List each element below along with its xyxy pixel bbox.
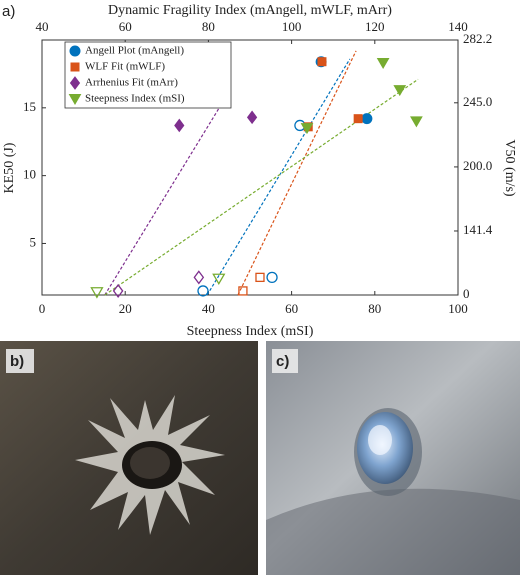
x2-tick-label: 140 <box>448 19 468 34</box>
y-tick-label: 10 <box>23 167 36 182</box>
point <box>300 123 314 135</box>
y2-tick-label: 200.0 <box>463 158 492 173</box>
fit-line <box>104 98 226 296</box>
panel-label: c) <box>276 353 289 370</box>
fit-line <box>206 58 351 296</box>
y2-tick-label: 282.2 <box>463 31 492 46</box>
legend-marker <box>70 62 80 72</box>
x2-tick-label: 40 <box>36 19 49 34</box>
plot-frame <box>41 39 459 296</box>
legend-label: Angell Plot (mAngell) <box>85 45 184 57</box>
point <box>353 114 363 124</box>
legend: Angell Plot (mAngell) WLF Fit (mWLF) Arrhe… <box>64 41 232 109</box>
photo-b <box>0 341 258 575</box>
legend-label: WLF Fit (mWLF) <box>85 61 165 73</box>
y-axis-label: KE50 (J) <box>2 142 17 193</box>
point <box>193 270 205 285</box>
x-tick-label: 80 <box>368 301 381 316</box>
legend-marker <box>69 45 81 57</box>
x2-tick-label: 120 <box>365 19 385 34</box>
legend-marker <box>69 76 81 90</box>
fit-line <box>237 50 357 296</box>
y-tick-label: 15 <box>23 99 36 114</box>
x-tick-label: 20 <box>119 301 132 316</box>
x-tick-label: 0 <box>39 301 46 316</box>
point <box>238 286 248 296</box>
x2-tick-label: 80 <box>202 19 215 34</box>
panel-label: a) <box>2 3 15 20</box>
x2-tick-label: 60 <box>119 19 132 34</box>
point <box>174 118 185 133</box>
legend-marker <box>68 94 82 105</box>
fit-line <box>104 78 419 296</box>
point <box>246 110 258 125</box>
point <box>255 272 265 283</box>
x-axis-label: Steepness Index (mSI) <box>187 324 314 339</box>
point <box>376 58 390 70</box>
point <box>112 283 124 299</box>
x-tick-label: 40 <box>202 301 215 316</box>
point <box>266 271 278 284</box>
panel-label: b) <box>10 353 24 370</box>
point <box>197 285 209 297</box>
y2-tick-label: 141.4 <box>463 222 493 237</box>
point <box>317 57 327 67</box>
point <box>361 113 373 125</box>
y2-axis-label: V50 (m/s) <box>502 139 517 197</box>
x-tick-label: 60 <box>285 301 298 316</box>
point <box>393 85 407 97</box>
legend-label: Steepness Index (mSI) <box>85 93 185 105</box>
x-tick-label: 100 <box>448 301 468 316</box>
x2-tick-label: 100 <box>282 19 302 34</box>
legend-box <box>64 41 232 109</box>
point <box>410 116 423 128</box>
y2-tick-label: 245.0 <box>463 94 492 109</box>
legend-label: Arrhenius Fit (mArr) <box>85 77 178 89</box>
x2-axis-label: Dynamic Fragility Index (mAngell, mWLF, … <box>108 3 392 18</box>
point <box>90 287 104 299</box>
y2-tick-label: 0 <box>463 286 470 301</box>
photo-c <box>266 341 520 575</box>
y-tick-label: 5 <box>30 234 37 249</box>
point <box>212 273 226 286</box>
